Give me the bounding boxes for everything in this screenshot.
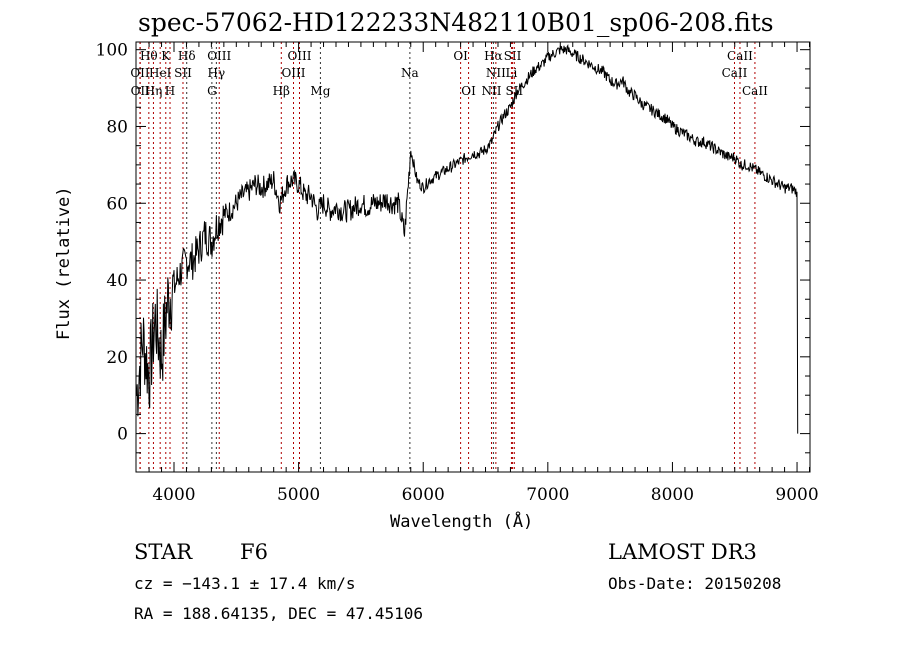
line-marker-label: Hβ — [273, 84, 290, 98]
line-marker-label: Hδ — [178, 49, 196, 63]
line-marker-label: CaII — [727, 49, 753, 63]
line-marker-label: K — [161, 49, 171, 63]
line-marker-label: OI — [461, 84, 476, 98]
line-marker-label: SII — [174, 66, 192, 80]
line-marker-label: HeI — [149, 66, 172, 80]
line-marker-label: CaII — [742, 84, 768, 98]
line-marker-label: Hγ — [208, 66, 226, 80]
line-marker-label: H — [165, 84, 175, 98]
x-axis-label: Wavelength (Å) — [390, 512, 534, 532]
x-tick-label: 4000 — [152, 485, 195, 505]
line-marker-label: Hα — [484, 49, 503, 63]
plot-frame — [135, 41, 811, 473]
object-subclass: F6 — [240, 540, 268, 564]
line-marker-label: SII — [504, 49, 522, 63]
x-tick-label: 9000 — [775, 485, 818, 505]
y-axis-label: Flux (relative) — [54, 186, 74, 340]
spectrum-line — [136, 44, 799, 434]
line-marker-label: OIII — [287, 49, 311, 63]
y-tick-label: 20 — [106, 348, 128, 368]
line-marker-label: Li — [506, 66, 518, 80]
survey-name: LAMOST DR3 — [608, 540, 757, 564]
line-marker-label: Hθ — [140, 49, 158, 63]
line-marker-label: OII — [131, 84, 151, 98]
line-marker-label: Hη — [145, 84, 163, 98]
ra-dec: RA = 188.64135, DEC = 47.45106 — [134, 604, 423, 623]
chart-title: spec-57062-HD122233N482110B01_sp06-208.f… — [138, 8, 774, 37]
obs-date: Obs-Date: 20150208 — [608, 574, 782, 593]
x-tick-label: 6000 — [402, 485, 445, 505]
redshift-cz: cz = −143.1 ± 17.4 km/s — [134, 574, 356, 593]
y-tick-label: 100 — [96, 41, 128, 61]
x-tick-label: 7000 — [526, 485, 569, 505]
line-marker-label: OI — [453, 49, 468, 63]
y-tick-label: 40 — [106, 271, 128, 291]
line-marker-label: NII — [482, 84, 502, 98]
y-tick-label: 80 — [106, 117, 128, 137]
y-tick-label: 0 — [117, 425, 128, 445]
x-tick-label: 8000 — [651, 485, 694, 505]
line-marker-label: NII — [486, 66, 506, 80]
line-marker-label: Mg — [310, 84, 330, 98]
y-tick-label: 60 — [106, 194, 128, 214]
x-tick-label: 5000 — [277, 485, 320, 505]
line-marker-label: OIII — [281, 66, 305, 80]
line-marker-label: OIII — [207, 49, 231, 63]
line-marker-label: G — [207, 84, 217, 98]
line-marker-label: Na — [401, 66, 419, 80]
line-marker-label: CaII — [722, 66, 748, 80]
object-class: STAR — [134, 540, 193, 564]
